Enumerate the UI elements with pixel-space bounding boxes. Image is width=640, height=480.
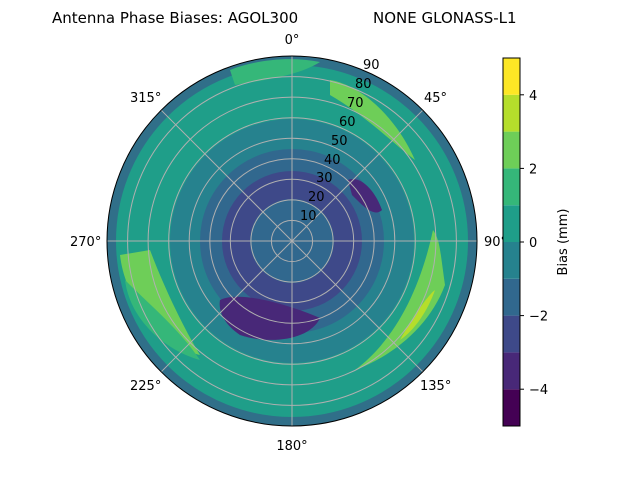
- radial-tick-80: 80: [355, 77, 372, 92]
- colorbar-band: [503, 58, 520, 95]
- contour-zone-west-outer: [125, 280, 200, 360]
- colorbar-tick-label: 4: [529, 89, 537, 104]
- angle-tick-180: 180°: [276, 439, 307, 454]
- angle-tick-135: 135°: [420, 379, 451, 394]
- colorbar-ticks: 4 2 0 −2 −4: [520, 89, 548, 398]
- colorbar-band: [503, 352, 520, 390]
- colorbar-band: [503, 168, 520, 206]
- chart-title-right: NONE GLONASS-L1: [373, 9, 517, 27]
- angle-tick-270: 270°: [70, 235, 101, 250]
- contour-zone-northeast: [330, 80, 415, 160]
- chart-title-left: Antenna Phase Biases: AGOL300: [52, 9, 298, 27]
- colorbar-tick-label: 0: [529, 236, 537, 251]
- polar-grid: [107, 56, 477, 426]
- angle-tick-0: 0°: [285, 33, 300, 48]
- radial-tick-70: 70: [347, 96, 364, 111]
- polar-frame: [106, 55, 478, 427]
- radial-tick-40: 40: [324, 153, 341, 168]
- contour-zone-north: [230, 59, 320, 85]
- colorbar-band: [503, 389, 520, 426]
- colorbar-band: [503, 242, 520, 279]
- colorbar-label: Bias (mm): [556, 209, 571, 276]
- angle-tick-315: 315°: [130, 91, 161, 106]
- radial-tick-50: 50: [331, 134, 348, 149]
- contour-zone-south-neg: [219, 296, 320, 340]
- colorbar-tick-label: −2: [529, 310, 548, 325]
- contour-zone-northeast-neg: [348, 179, 382, 213]
- colorbar-tick-label: −4: [529, 383, 548, 398]
- angle-tick-45: 45°: [424, 91, 447, 106]
- radial-tick-90: 90: [363, 58, 380, 73]
- radial-tick-30: 30: [316, 171, 333, 186]
- radial-tick-10: 10: [300, 209, 317, 224]
- colorbar-band: [503, 94, 520, 132]
- colorbar-tick-label: 2: [529, 162, 537, 177]
- contour-peak-southeast: [400, 290, 435, 340]
- colorbar-band: [503, 131, 520, 169]
- contour-zone-west: [120, 250, 200, 355]
- radial-tick-20: 20: [308, 190, 325, 205]
- colorbar-band: [503, 205, 520, 242]
- colorbar-band: [503, 278, 520, 316]
- colorbar: [503, 58, 520, 426]
- angle-tick-90: 90°: [484, 235, 507, 250]
- radial-tick-60: 60: [339, 115, 356, 130]
- colorbar-band: [503, 315, 520, 353]
- angle-tick-225: 225°: [130, 379, 161, 394]
